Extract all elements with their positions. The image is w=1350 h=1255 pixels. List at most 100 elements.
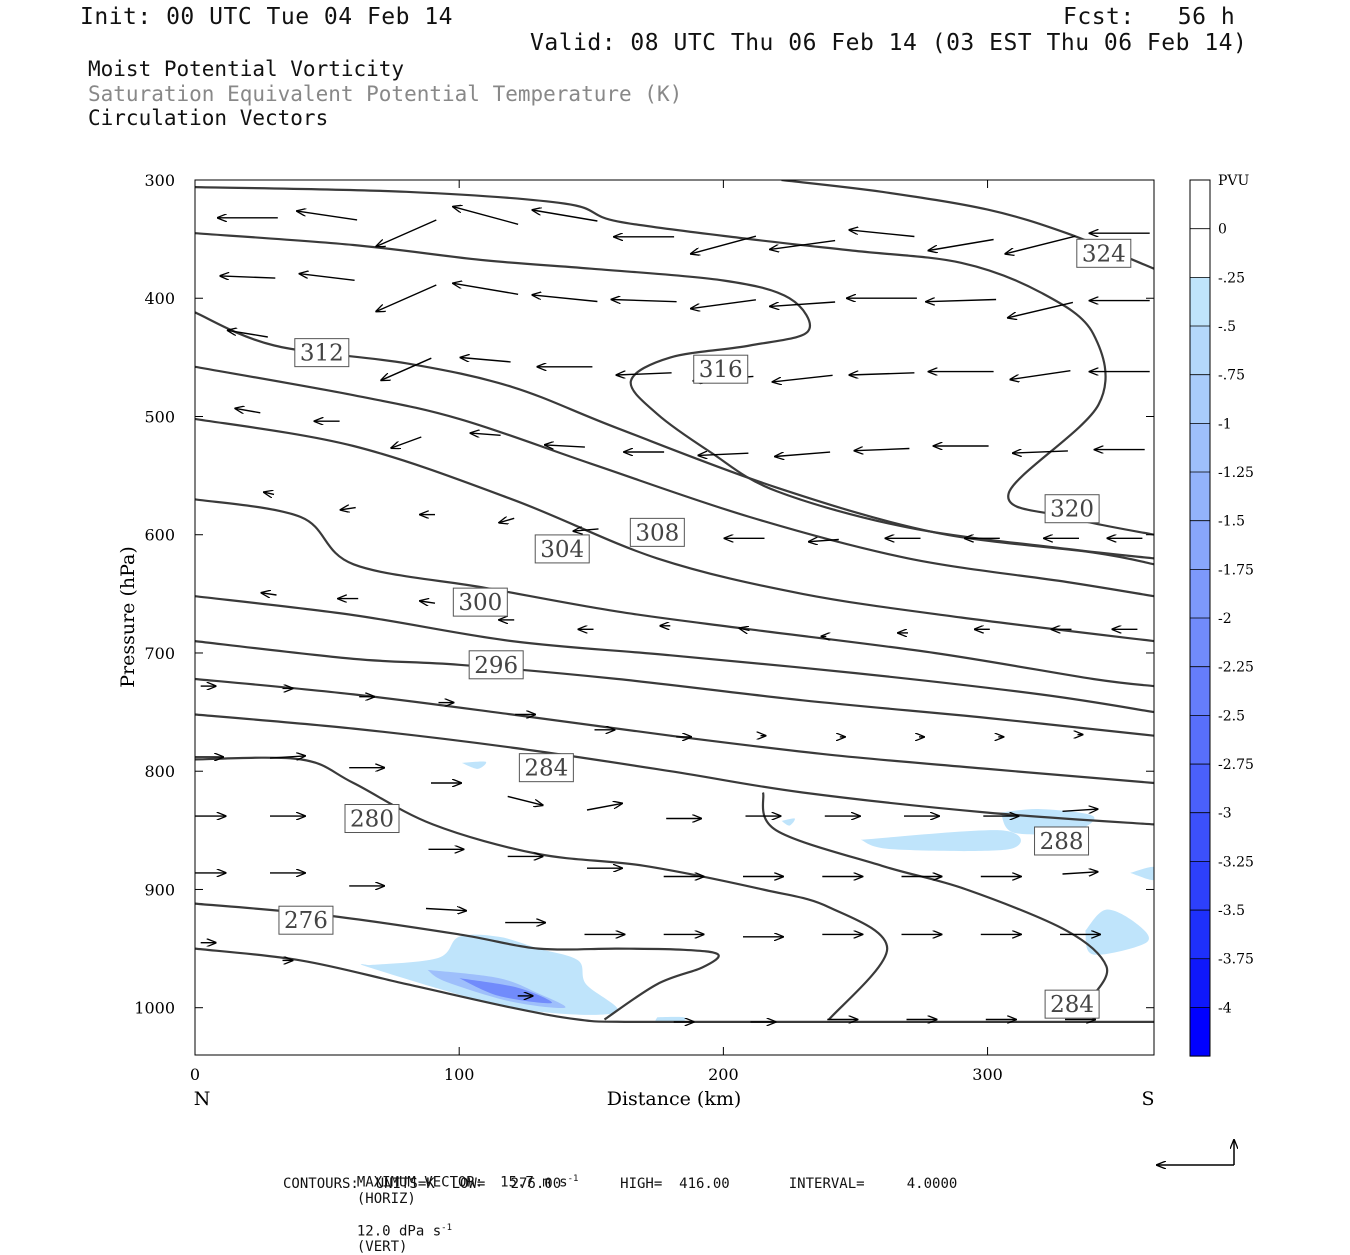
contour-label-box [629,517,685,547]
contour-label: 320 [1044,494,1100,524]
colorbar-swatch [1190,666,1210,716]
pv-region [860,830,1021,852]
circulation-vector [1010,370,1071,380]
circulation-vector [269,756,305,758]
contour-label: 276 [278,905,334,935]
circulation-vector [262,593,277,595]
circulation-vector [1062,809,1098,811]
colorbar-label: -2.75 [1218,757,1254,773]
contour-label-box [534,534,590,564]
colorbar-label: 0 [1218,222,1227,238]
contour-label-box [344,804,400,834]
colorbar-swatch [1190,618,1210,668]
colorbar-label: -3.75 [1218,952,1254,968]
contour-label-box [468,650,524,680]
colorbar-label: -2.25 [1218,660,1254,676]
x-axis-title: Distance (km) [607,1088,742,1110]
contour-label-box [1044,989,1100,1019]
pv-region [1130,866,1154,881]
colorbar-label: -1.25 [1218,465,1254,481]
circulation-vector [264,492,275,494]
colorbar-label: -.5 [1218,319,1236,335]
y-axis-title: Pressure (hPa) [117,546,139,688]
circulation-vector [849,373,915,375]
y-tick-label: 400 [144,289,175,308]
contour-label-box [1044,494,1100,524]
colorbar-swatch [1190,861,1210,911]
colorbar-label: -2.5 [1218,708,1245,724]
colorbar-swatch [1190,423,1210,473]
circulation-vector [228,330,268,338]
theta-es-contour-292 [195,677,1154,785]
theta-es-contour-320 [195,232,1154,560]
contour-label: 296 [468,650,524,680]
circulation-vector [926,300,997,302]
contour-label: 324 [1076,238,1132,268]
colorbar-label: -3 [1218,806,1232,822]
circulation-vector [770,239,836,250]
theta-es-contour-308 [195,417,1154,643]
colorbar-title: PVU [1218,173,1250,189]
colorbar-label: -.25 [1218,270,1245,286]
contour-label-text: 284 [1050,992,1094,1018]
circulation-vector [507,795,543,805]
contour-label-box [452,587,508,617]
theta-es-contour-288 [195,713,1154,826]
contour-label-text: 316 [699,357,743,383]
circulation-vector [574,529,599,531]
circulation-vector [586,803,622,811]
north-label: N [194,1088,211,1110]
field-title-vectors: Circulation Vectors [88,106,329,130]
circulation-vector [691,235,757,254]
circulation-vector [297,211,358,221]
colorbar-label: -3.25 [1218,854,1254,870]
y-tick-label: 600 [144,526,175,545]
circulation-vector [545,445,585,447]
circulation-vector [770,301,836,306]
contour-label-box [278,905,334,935]
contour-label-text: 304 [540,537,584,563]
y-tick-label: 700 [144,644,175,663]
circulation-vector [698,453,749,455]
colorbar-swatch [1190,764,1210,814]
colorbar-swatch [1190,520,1210,570]
y-tick-label: 1000 [134,999,175,1018]
circulation-vector [612,300,677,302]
south-label: S [1141,1088,1154,1110]
field-title-theta-es: Saturation Equivalent Potential Temperat… [88,82,683,106]
circulation-vector [691,299,756,309]
contour-label-text: 312 [300,341,344,367]
x-tick-label: 100 [444,1065,475,1084]
circulation-vector [461,358,511,363]
circulation-vector [425,909,466,911]
colorbar-label: -1.5 [1218,514,1245,530]
contour-label-text: 324 [1082,241,1126,267]
colorbar-swatch [1190,326,1210,376]
circulation-vector [420,601,436,603]
cross-section-chart: 324312316320308304300296284280288276284 … [117,171,1254,1200]
x-tick-label: 200 [708,1065,739,1084]
contour-label-box [294,338,350,368]
y-tick-label: 300 [144,171,175,190]
circulation-vector [1008,301,1074,317]
contour-label: 312 [294,338,350,368]
plot-frame [194,179,1155,1056]
vert-label: (VERT) [356,1239,408,1255]
circulation-vector [773,374,833,382]
contour-info: CONTOURS: UNITS=K LOW= 276.00 HIGH= 416.… [283,1176,958,1192]
contour-label-box [518,753,574,783]
colorbar-label: -4 [1218,1000,1232,1016]
theta-es-contour-284 [195,756,889,1021]
colorbar-label: -2 [1218,611,1232,627]
circulation-vector [1005,235,1076,254]
circulation-vector [499,518,515,522]
circulation-vector [220,276,276,278]
pv-region [461,761,487,769]
contour-label-box [1076,238,1132,268]
colorbar-swatch [1190,374,1210,424]
theta-es-contour-304 [195,498,1154,688]
contour-label-text: 308 [635,520,679,546]
colorbar-swatch [1190,715,1210,765]
x-tick-label: 300 [972,1065,1003,1084]
x-tick-label: 0 [190,1065,200,1084]
